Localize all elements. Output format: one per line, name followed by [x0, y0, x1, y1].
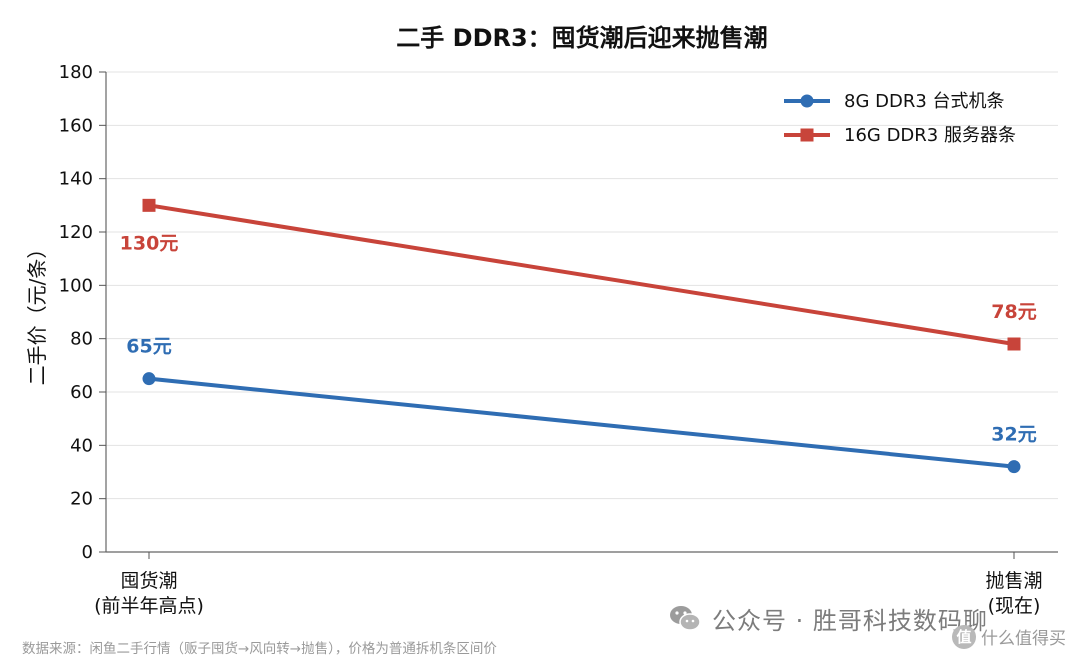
data-point — [142, 372, 156, 386]
y-axis-ticks: 0 20 40 60 80 100 120 140 160 180 — [59, 62, 106, 563]
x-tick-label-sub: (前半年高点) — [94, 595, 204, 617]
x-tick-label-sub: (现在) — [988, 595, 1041, 617]
series-line — [148, 376, 1015, 469]
y-tick-label: 100 — [59, 275, 93, 296]
y-tick-label: 140 — [59, 169, 93, 190]
series-line — [148, 203, 1015, 346]
series-layer: 65元 32元 130元 78元 — [120, 198, 1037, 474]
x-tick-label: 囤货潮 — [120, 570, 177, 592]
y-tick-label: 40 — [70, 435, 93, 456]
y-tick-label: 0 — [82, 542, 93, 563]
watermark-text: 公众号 · 胜哥科技数码聊 — [712, 606, 988, 635]
data-label: 78元 — [991, 301, 1036, 323]
legend-marker — [800, 128, 814, 142]
axes — [105, 72, 1058, 553]
x-tick-label: 抛售潮 — [985, 570, 1042, 592]
y-tick-label: 180 — [59, 62, 93, 83]
wechat-icon — [670, 606, 701, 631]
legend: 8G DDR3 台式机条 16G DDR3 服务器条 — [784, 91, 1016, 146]
data-label: 65元 — [126, 336, 171, 358]
y-tick-label: 80 — [70, 329, 93, 350]
watermark: 公众号 · 胜哥科技数码聊 — [668, 598, 988, 638]
y-tick-label: 20 — [70, 489, 93, 510]
legend-label: 8G DDR3 台式机条 — [844, 91, 1005, 112]
site-watermark: 值 什么值得买 — [952, 624, 1066, 649]
legend-marker — [800, 94, 814, 108]
x-axis-ticks: 囤货潮 (前半年高点) 抛售潮 (现在) — [94, 552, 1043, 617]
legend-label: 16G DDR3 服务器条 — [844, 125, 1016, 146]
y-axis-label: 二手价（元/条） — [25, 239, 49, 386]
site-watermark-text: 什么值得买 — [981, 629, 1066, 649]
source-note: 数据来源：闲鱼二手行情（贩子囤货→风向转→抛售），价格为普通拆机条区间价 — [22, 641, 497, 657]
data-point — [1007, 337, 1021, 351]
data-label: 130元 — [120, 232, 179, 254]
site-badge-icon: 值 — [952, 624, 976, 649]
data-point — [142, 198, 156, 212]
y-tick-label: 160 — [59, 115, 93, 136]
y-tick-label: 60 — [70, 382, 93, 403]
y-tick-label: 120 — [59, 222, 93, 243]
chart-title: 二手 DDR3：囤货潮后迎来抛售潮 — [396, 24, 767, 52]
data-point — [1007, 460, 1021, 474]
data-label: 32元 — [991, 424, 1036, 446]
